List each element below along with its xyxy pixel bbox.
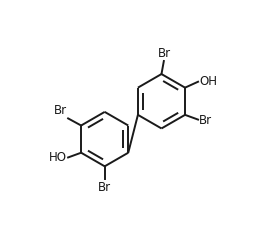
Text: Br: Br [199, 114, 212, 127]
Text: Br: Br [54, 104, 67, 117]
Text: Br: Br [98, 181, 111, 194]
Text: OH: OH [199, 74, 217, 88]
Text: Br: Br [158, 47, 171, 60]
Text: HO: HO [49, 151, 67, 164]
